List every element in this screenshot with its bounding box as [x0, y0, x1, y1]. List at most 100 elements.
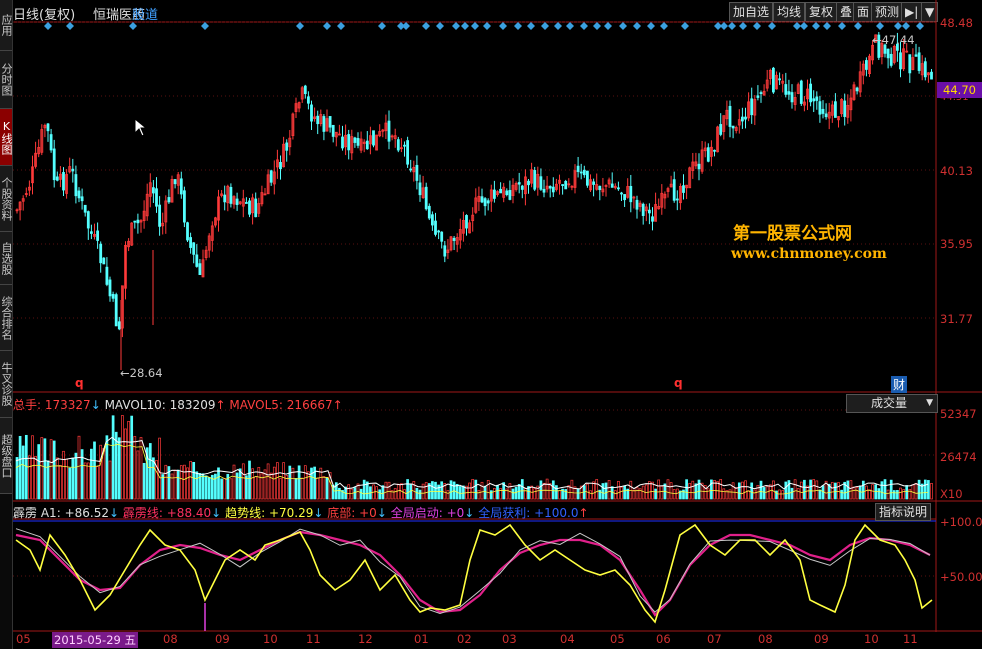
- volume-bar: [672, 489, 676, 500]
- candle-body: [142, 210, 146, 222]
- volume-bar: [471, 479, 475, 500]
- guide-link[interactable]: 股道: [132, 8, 159, 23]
- volume-bar: [750, 482, 754, 500]
- candle-body: [762, 90, 766, 96]
- volume-bar: [691, 480, 695, 500]
- signal-diamond: [647, 22, 655, 30]
- tab-watchlist[interactable]: 自选股: [0, 232, 13, 285]
- volume-bar: [799, 481, 803, 500]
- signal-diamond: [397, 22, 405, 30]
- expand-button[interactable]: ▶|: [901, 2, 923, 22]
- volume-bar: [716, 481, 719, 500]
- volume-tick-2: 26474: [940, 450, 977, 464]
- indicator-help-button[interactable]: 指标说明: [875, 503, 932, 521]
- candle-body: [232, 196, 236, 205]
- volume-bar: [406, 479, 409, 500]
- tab-super-board[interactable]: 超级盘口: [0, 418, 13, 494]
- volume-bar: [651, 481, 654, 500]
- volume-bar: [207, 477, 211, 500]
- forecast-button[interactable]: 预测: [871, 2, 904, 22]
- candle-body: [818, 101, 822, 115]
- candle-body: [279, 161, 282, 170]
- candle-body: [629, 186, 633, 203]
- candle-body: [378, 131, 382, 137]
- candle-body: [27, 186, 31, 191]
- current-price-tag: 44.70: [937, 82, 982, 98]
- candle-body: [461, 219, 465, 234]
- candle-body: [52, 148, 56, 181]
- volume-bar: [679, 490, 682, 500]
- tab-kline[interactable]: K线图: [0, 109, 13, 166]
- volume-bar: [313, 466, 316, 500]
- candle-body: [294, 103, 298, 112]
- candle-body: [207, 235, 211, 251]
- candle-body: [226, 185, 230, 204]
- tab-intraday[interactable]: 分时图: [0, 51, 13, 109]
- candle-body: [697, 163, 701, 170]
- candle-body: [595, 184, 599, 190]
- x-label-9: 03: [502, 632, 517, 646]
- volume-bar: [706, 488, 710, 500]
- volume-bar: [499, 488, 502, 500]
- price-tick-4: 35.95: [940, 237, 973, 251]
- tab-ranking[interactable]: 综合排名: [0, 285, 13, 351]
- finance-marker[interactable]: 财: [891, 376, 908, 393]
- signal-diamond: [593, 22, 601, 30]
- candle-body: [458, 229, 462, 241]
- tab-diagnosis[interactable]: 牛叉诊股: [0, 351, 13, 418]
- candle-body: [824, 113, 828, 118]
- volume-selector[interactable]: 成交量 ▼: [846, 394, 938, 413]
- candle-body: [86, 211, 90, 229]
- candle-body: [117, 321, 121, 330]
- volume-bar: [434, 481, 437, 500]
- signal-diamond: [337, 22, 345, 30]
- volume-bar: [601, 483, 605, 500]
- candle-body: [803, 101, 806, 106]
- volume-bar: [489, 490, 493, 500]
- candle-body: [846, 104, 850, 118]
- volume-bar: [644, 484, 648, 500]
- overlay-button[interactable]: 叠: [836, 2, 857, 22]
- candle-body: [514, 183, 518, 190]
- volume-bar: [917, 479, 921, 500]
- volume-bar: [418, 489, 422, 500]
- indicator-info: 霹雳 A1: +86.52↓ 霹雳线: +88.40↓ 趋势线: +70.29↓…: [13, 506, 589, 520]
- volume-bar: [248, 460, 251, 500]
- volume-bar: [524, 488, 527, 500]
- volume-bar: [93, 441, 96, 500]
- volume-bar: [474, 479, 478, 500]
- volume-bar: [173, 469, 177, 500]
- marker-q-2[interactable]: q: [674, 376, 683, 390]
- volume-bar: [114, 431, 118, 500]
- candle-body: [443, 245, 447, 257]
- tab-stock-info[interactable]: 个股资料: [0, 166, 13, 232]
- x-label-13: 07: [707, 632, 722, 646]
- candle-body: [669, 183, 673, 188]
- candle-body: [511, 184, 515, 197]
- volume-ma5-line: [15, 436, 929, 490]
- volume-bar: [604, 482, 608, 500]
- period-label[interactable]: 日线(复权): [13, 8, 76, 23]
- volume-bar: [539, 480, 543, 500]
- candle-body: [787, 91, 791, 95]
- volume-bar: [908, 489, 912, 500]
- tab-app[interactable]: 应用: [0, 0, 13, 51]
- volume-bar: [77, 435, 81, 500]
- volume-bar: [300, 477, 304, 500]
- volume-bar: [365, 481, 369, 500]
- volume-bar: [68, 467, 72, 500]
- candle-body: [105, 266, 109, 285]
- candle-body: [173, 179, 177, 185]
- signal-diamond: [566, 22, 574, 30]
- signal-diamond: [461, 22, 469, 30]
- candle-body: [167, 197, 171, 203]
- volume-bar: [28, 455, 31, 500]
- marker-q-1[interactable]: q: [75, 376, 84, 390]
- signal-diamond: [66, 22, 74, 30]
- volume-bar: [121, 415, 124, 500]
- volume-bar: [34, 455, 37, 500]
- candle-body: [282, 143, 286, 168]
- candle-body: [899, 52, 902, 70]
- volume-bar: [263, 469, 267, 500]
